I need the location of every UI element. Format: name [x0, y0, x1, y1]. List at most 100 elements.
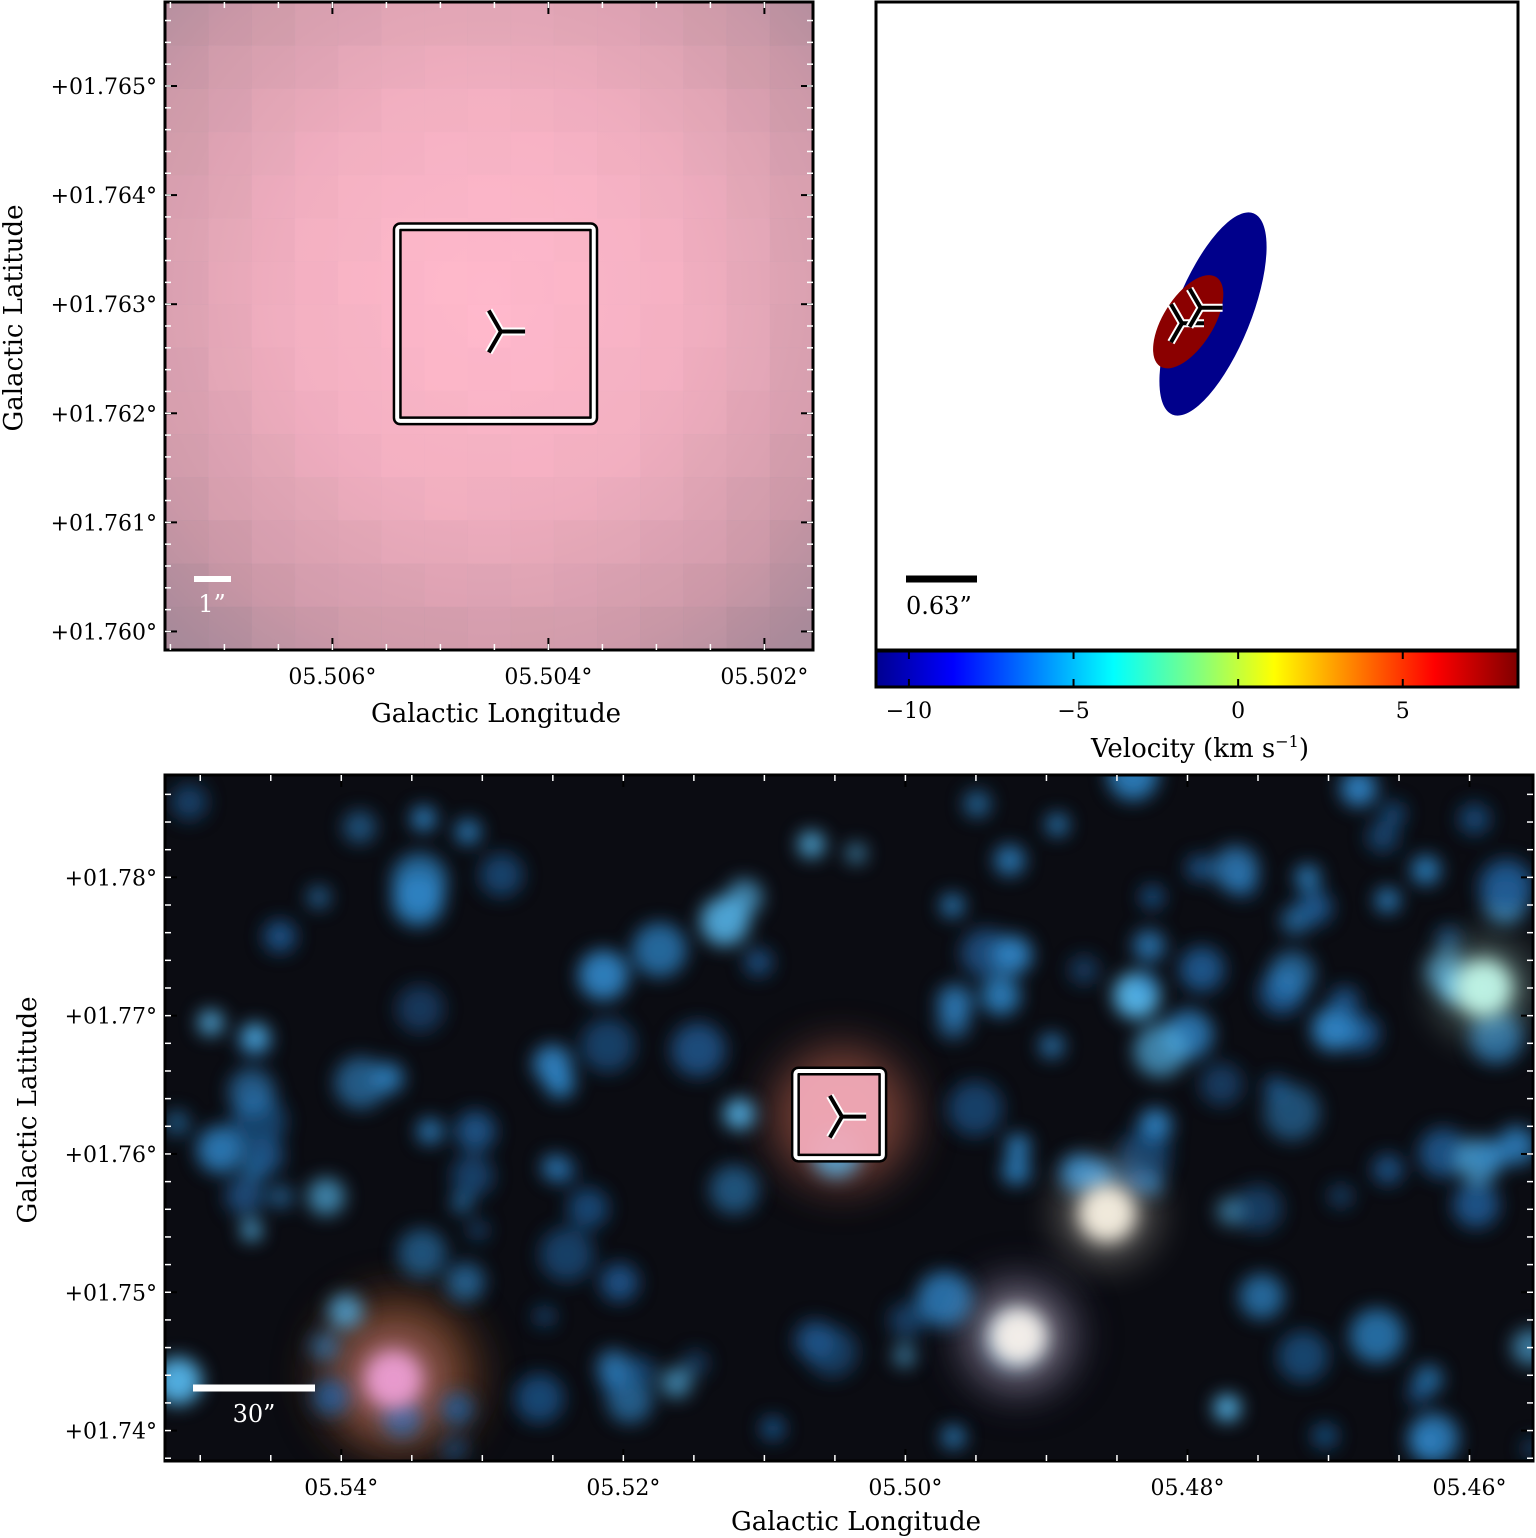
pixel	[294, 2, 339, 46]
pixel	[381, 434, 425, 478]
pixel	[553, 477, 598, 521]
pixel	[769, 477, 813, 521]
pixel	[683, 131, 728, 176]
pixel	[251, 261, 296, 305]
pixel	[424, 131, 468, 176]
pixel	[208, 45, 252, 89]
pixel	[467, 606, 512, 650]
pixel	[597, 390, 641, 435]
field-star	[455, 1110, 496, 1152]
field-star	[600, 1263, 639, 1302]
pixel	[553, 88, 598, 133]
pixel	[510, 45, 555, 89]
field-star	[937, 1005, 971, 1039]
pixel	[597, 434, 641, 478]
pixel	[165, 304, 209, 349]
pixel	[640, 606, 684, 650]
pixel	[251, 304, 296, 349]
y-tick-label: +01.76°	[65, 1143, 157, 1168]
pixel	[726, 261, 771, 305]
pixel	[294, 174, 339, 219]
field-star	[709, 1165, 759, 1214]
pixel	[424, 520, 468, 565]
field-star	[1005, 1134, 1030, 1159]
pixel	[683, 606, 728, 650]
pixel	[337, 218, 382, 262]
pixel	[337, 131, 382, 176]
field-star	[440, 1435, 468, 1461]
pixel	[294, 45, 339, 89]
pixel	[726, 434, 771, 478]
pixel	[640, 390, 684, 435]
pixel	[208, 434, 252, 478]
pixel	[769, 174, 813, 219]
pixel	[769, 563, 813, 608]
field-star	[1133, 1024, 1187, 1078]
pixel	[208, 347, 252, 392]
pixel	[726, 477, 771, 521]
field-star	[1234, 1184, 1283, 1233]
x-axis-title: Galactic Longitude	[371, 699, 621, 729]
pixel	[381, 606, 425, 650]
pixel	[683, 347, 728, 392]
pixel	[769, 218, 813, 262]
bright-source-4	[1455, 959, 1512, 1016]
x-tick-label: 05.54°	[304, 1476, 378, 1501]
pixel	[208, 390, 252, 435]
scale-bar-label: 30”	[233, 1400, 276, 1428]
pixel	[208, 606, 252, 650]
field-star	[241, 1220, 262, 1241]
y-axis-title: Galactic Latitude	[13, 997, 43, 1224]
pixel	[597, 174, 641, 219]
pixel	[510, 261, 555, 305]
pixel	[337, 520, 382, 565]
x-tick-label: 05.502°	[720, 665, 808, 690]
y-tick-label: +01.765°	[51, 75, 157, 100]
pixel	[640, 304, 684, 349]
pixel	[769, 606, 813, 650]
field-star	[723, 1098, 756, 1130]
field-star	[947, 1081, 1003, 1136]
pixel	[510, 520, 555, 565]
field-star	[580, 1018, 635, 1073]
pixel	[294, 520, 339, 565]
pixel	[294, 606, 339, 650]
pixel	[165, 88, 209, 133]
aperture-box-inner	[793, 1068, 885, 1161]
pixel	[769, 131, 813, 176]
pixel	[640, 218, 684, 262]
field-star	[1297, 889, 1333, 926]
pixel	[424, 563, 468, 608]
pixel	[769, 520, 813, 565]
field-star	[916, 1271, 973, 1327]
pixel	[683, 2, 728, 46]
pixel	[208, 174, 252, 219]
pixel	[510, 434, 555, 478]
pixel	[640, 2, 684, 46]
pixel	[467, 131, 512, 176]
pixel	[640, 88, 684, 133]
pixel	[424, 88, 468, 133]
pixel	[381, 563, 425, 608]
pixel	[424, 477, 468, 521]
field-star	[578, 950, 629, 1001]
pixel	[683, 45, 728, 89]
pixel	[337, 477, 382, 521]
x-tick-label: 05.50°	[868, 1476, 942, 1501]
pixel	[726, 45, 771, 89]
pixel	[683, 520, 728, 565]
field-star	[396, 984, 444, 1033]
field-star	[411, 806, 436, 831]
pixel	[467, 520, 512, 565]
field-star	[632, 922, 687, 978]
pixel	[510, 131, 555, 176]
pixel	[769, 434, 813, 478]
field-star	[307, 886, 330, 909]
y-tick-label: +01.762°	[51, 402, 157, 427]
field-star	[1133, 929, 1165, 962]
field-star	[1039, 1033, 1065, 1059]
field-star	[541, 1154, 568, 1181]
field-star	[1372, 1154, 1404, 1185]
field-star	[1069, 954, 1099, 985]
field-star	[165, 1110, 190, 1136]
